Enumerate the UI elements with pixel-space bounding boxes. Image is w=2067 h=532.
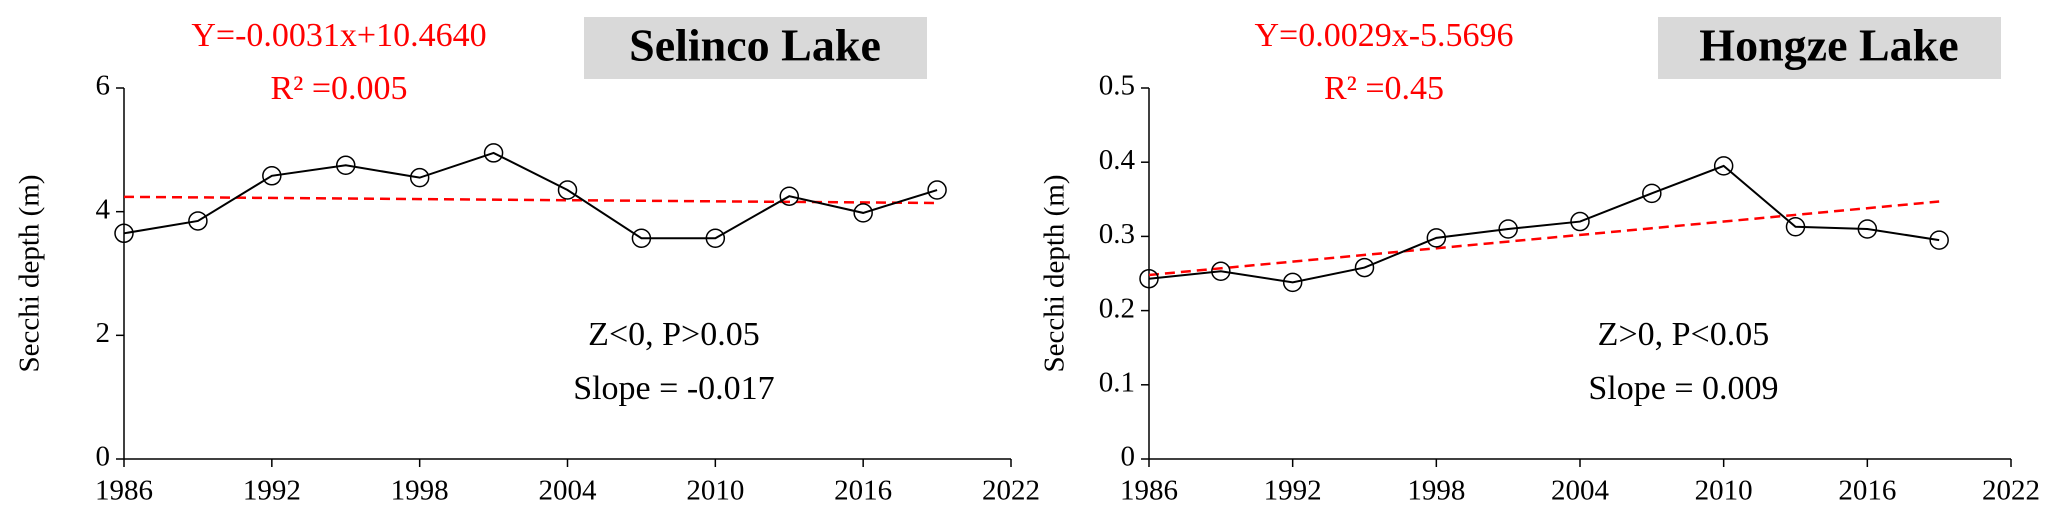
data-point <box>705 228 726 249</box>
data-point <box>114 223 134 244</box>
y-axis-label: Secchi depth (m) <box>14 174 46 372</box>
data-point <box>483 143 504 163</box>
y-tick-label: 0.4 <box>1099 144 1136 176</box>
annotation: Slope = -0.017 <box>573 370 774 407</box>
y-axis-label: Secchi depth (m) <box>1039 174 1071 372</box>
panel: Hongze Lake Y=0.0029x-5.5696 R² =0.45 Z>0, … <box>1039 17 2040 507</box>
x-tick-label: 1998 <box>391 475 449 507</box>
y-tick-label: 0.5 <box>1099 70 1135 102</box>
data-point <box>1929 230 1949 250</box>
x-tick-label: 2022 <box>982 475 1040 507</box>
x-tick-label: 1992 <box>1264 475 1322 507</box>
data-point <box>927 180 947 200</box>
data-point <box>1785 217 1806 237</box>
title-box <box>1658 17 2001 79</box>
r-squared: R² =0.005 <box>270 70 407 107</box>
y-tick-label: 0 <box>1121 441 1136 473</box>
panel: Selinco Lake Y=-0.0031x+10.4640 R² =0.005 Z… <box>14 17 1040 507</box>
y-tick-label: 0.2 <box>1099 292 1135 324</box>
trend-line <box>1148 200 1940 277</box>
data-point <box>1642 183 1662 204</box>
x-tick-label: 2016 <box>834 475 892 507</box>
x-tick-label: 2022 <box>1982 475 2040 507</box>
data-point <box>1857 219 1878 239</box>
data-point <box>1570 211 1590 232</box>
y-tick-label: 4 <box>96 193 111 225</box>
equation: Y=-0.0031x+10.4640 <box>191 17 486 54</box>
data-point <box>631 228 652 249</box>
series-line <box>1148 164 1940 284</box>
data-point <box>262 166 282 186</box>
data-point <box>1713 156 1734 176</box>
panel-title: Hongze Lake <box>1699 20 1958 71</box>
equation: Y=0.0029x-5.5696 <box>1254 17 1513 54</box>
y-tick-label: 0.3 <box>1099 218 1135 250</box>
x-tick-label: 2004 <box>1551 475 1610 507</box>
x-tick-label: 2004 <box>539 475 598 507</box>
data-point <box>1498 219 1518 239</box>
title-box <box>584 17 927 79</box>
annotation: Z<0, P>0.05 <box>588 316 760 353</box>
data-point <box>188 211 208 231</box>
data-point <box>853 203 873 223</box>
y-tick-label: 2 <box>96 317 111 349</box>
data-point <box>557 180 578 200</box>
x-tick-label: 2016 <box>1838 475 1896 507</box>
series-line <box>123 151 938 240</box>
y-tick-label: 0.1 <box>1099 366 1135 398</box>
data-point <box>409 167 430 188</box>
data-point <box>1139 268 1159 289</box>
data-point <box>1282 272 1303 293</box>
data-point <box>1211 261 1231 282</box>
panel-title: Selinco Lake <box>629 20 881 71</box>
trend-line <box>123 195 938 205</box>
x-tick-label: 1986 <box>1120 475 1178 507</box>
annotation: Z>0, P<0.05 <box>1598 316 1770 353</box>
x-tick-label: 2010 <box>686 475 744 507</box>
data-point <box>336 155 356 176</box>
data-point <box>779 186 799 206</box>
r-squared: R² =0.45 <box>1324 70 1444 107</box>
annotation: Slope = 0.009 <box>1588 370 1778 407</box>
data-point <box>1426 228 1447 248</box>
y-tick-label: 6 <box>96 70 111 102</box>
x-tick-label: 1998 <box>1407 475 1465 507</box>
x-tick-label: 1992 <box>243 475 301 507</box>
y-tick-label: 0 <box>96 441 111 473</box>
x-tick-label: 2010 <box>1695 475 1753 507</box>
x-tick-label: 1986 <box>95 475 153 507</box>
data-point <box>1354 257 1375 278</box>
